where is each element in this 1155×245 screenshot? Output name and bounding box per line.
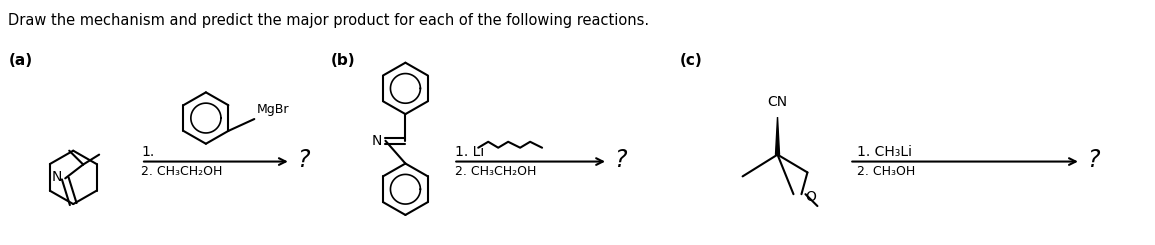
- Text: 1. CH₃Li: 1. CH₃Li: [857, 145, 912, 159]
- Text: 1. Li: 1. Li: [455, 145, 485, 159]
- Text: MgBr: MgBr: [256, 103, 289, 116]
- Polygon shape: [775, 117, 780, 155]
- Text: Draw the mechanism and predict the major product for each of the following react: Draw the mechanism and predict the major…: [8, 13, 649, 28]
- Text: (b): (b): [330, 53, 356, 68]
- Text: N: N: [371, 134, 381, 148]
- Text: CN: CN: [767, 95, 788, 109]
- Text: 2. CH₃OH: 2. CH₃OH: [857, 165, 916, 178]
- Text: 1.: 1.: [141, 145, 155, 159]
- Text: ?: ?: [1087, 148, 1100, 172]
- Text: ?: ?: [614, 148, 626, 172]
- Text: ?: ?: [297, 148, 310, 172]
- Text: O: O: [805, 190, 817, 204]
- Text: N: N: [52, 170, 62, 184]
- Text: 2. CH₃CH₂OH: 2. CH₃CH₂OH: [141, 165, 223, 178]
- Text: (a): (a): [8, 53, 32, 68]
- Text: 2. CH₃CH₂OH: 2. CH₃CH₂OH: [455, 165, 537, 178]
- Text: (c): (c): [680, 53, 702, 68]
